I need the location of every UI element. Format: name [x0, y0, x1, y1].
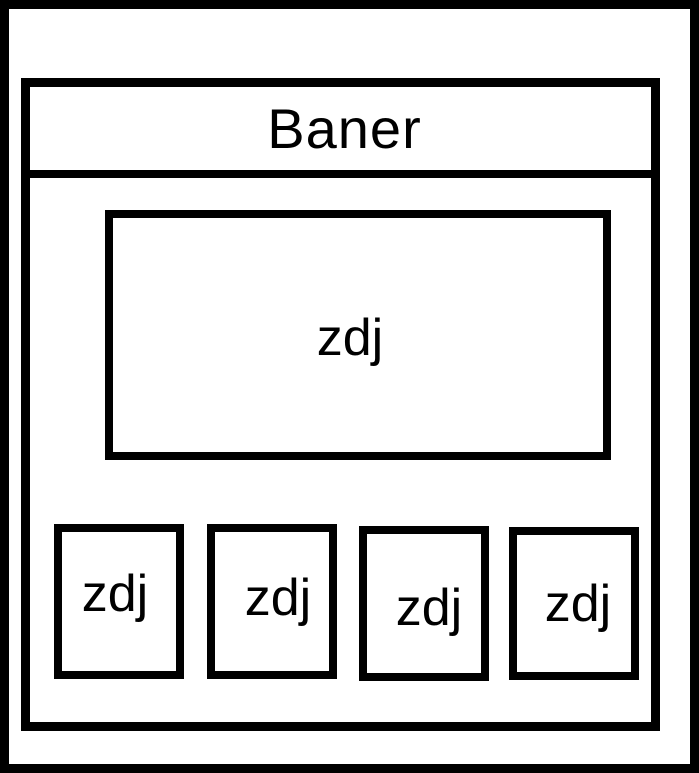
- thumbnail-placeholder-4: zdj: [509, 527, 639, 680]
- thumbnail-label-3: zdj: [395, 578, 463, 637]
- thumbnail-placeholder-3: zdj: [359, 526, 489, 681]
- thumbnail-placeholder-2: zdj: [207, 524, 337, 679]
- main-image-label: zdj: [316, 309, 384, 367]
- thumbnail-placeholder-1: zdj: [54, 524, 184, 679]
- page-frame: Baner zdj zdj zdj zdj zdj: [21, 78, 660, 731]
- banner-label: Baner: [267, 96, 422, 160]
- thumbnail-label-2: zdj: [244, 568, 312, 627]
- banner: Baner: [30, 87, 651, 178]
- thumbnail-label-4: zdj: [544, 574, 612, 633]
- main-image-placeholder: zdj: [105, 210, 611, 460]
- thumbnail-label-1: zdj: [81, 564, 149, 623]
